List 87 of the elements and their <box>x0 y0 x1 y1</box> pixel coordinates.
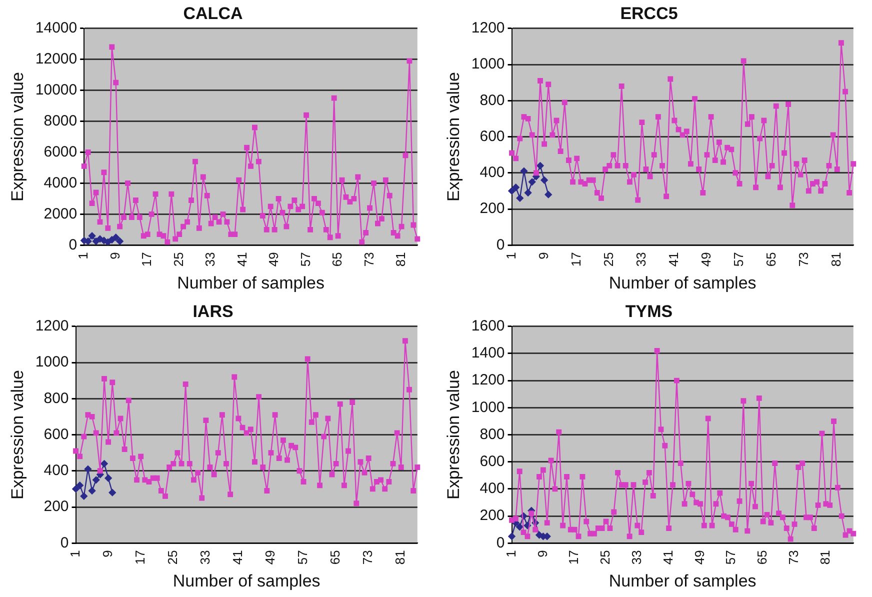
y-tick-label: 12000 <box>35 50 78 68</box>
x-tick-label: 33 <box>633 252 648 267</box>
x-tick-label: 9 <box>534 550 550 558</box>
y-tick-label: 0 <box>68 236 78 254</box>
x-axis-title: Number of samples <box>177 273 324 292</box>
x-tick-label: 41 <box>666 252 682 267</box>
x-tick-label: 81 <box>392 550 408 565</box>
y-tick-label: 200 <box>480 507 505 524</box>
x-tick-label: 33 <box>202 252 218 267</box>
y-axis-title: Expression value <box>8 370 27 500</box>
y-tick-label: 1000 <box>471 398 505 416</box>
x-tick-label: 73 <box>796 252 812 267</box>
x-tick-label: 9 <box>100 550 115 558</box>
x-tick-label: 17 <box>566 550 582 565</box>
y-axis-title: Expression value <box>444 370 463 500</box>
x-tick-label: 65 <box>328 550 343 565</box>
y-tick-label: 400 <box>480 480 505 498</box>
x-tick-label: 73 <box>786 550 802 565</box>
y-tick-label: 1000 <box>35 354 69 371</box>
x-tick-label: 57 <box>295 550 310 565</box>
x-tick-label: 9 <box>536 252 551 260</box>
chart-title: CALCA <box>183 4 243 23</box>
x-tick-label: 17 <box>132 550 148 565</box>
y-tick-label: 1400 <box>471 344 505 362</box>
x-tick-label: 25 <box>600 252 616 267</box>
x-tick-label: 17 <box>568 252 584 267</box>
x-tick-label: 41 <box>660 550 676 565</box>
x-tick-label: 49 <box>698 252 714 267</box>
y-axis-title: Expression value <box>8 72 27 202</box>
x-tick-label: 49 <box>262 550 278 565</box>
y-tick-label: 800 <box>480 92 505 109</box>
y-tick-label: 1600 <box>471 318 505 335</box>
y-tick-label: 10000 <box>35 81 78 98</box>
x-tick-label: 1 <box>76 252 91 260</box>
y-tick-label: 600 <box>480 453 505 470</box>
y-tick-label: 0 <box>496 236 505 254</box>
x-tick-label: 17 <box>139 252 154 267</box>
x-tick-label: 41 <box>230 550 246 565</box>
x-tick-label: 57 <box>298 252 313 267</box>
x-tick-label: 49 <box>266 252 282 267</box>
chart-title: TYMS <box>625 302 673 321</box>
y-tick-label: 200 <box>480 200 505 218</box>
y-tick-label: 800 <box>44 390 69 407</box>
x-tick-label: 41 <box>234 252 250 267</box>
x-tick-label: 33 <box>197 550 212 565</box>
y-tick-label: 14000 <box>35 20 78 37</box>
x-tick-label: 81 <box>817 550 832 565</box>
x-tick-label: 25 <box>170 252 186 267</box>
y-tick-label: 1200 <box>471 372 505 389</box>
y-tick-label: 1200 <box>471 20 505 37</box>
x-tick-label: 49 <box>692 550 707 565</box>
y-axis-title: Expression value <box>444 72 463 202</box>
x-tick-label: 25 <box>164 550 180 565</box>
x-tick-label: 25 <box>598 550 613 565</box>
chart-title: IARS <box>192 302 234 321</box>
y-tick-label: 200 <box>44 498 69 516</box>
x-tick-label: 65 <box>764 252 779 267</box>
y-tick-label: 400 <box>44 462 69 480</box>
chart-title: ERCC5 <box>620 4 678 23</box>
x-tick-label: 73 <box>361 252 376 267</box>
y-tick-label: 0 <box>60 534 69 552</box>
x-tick-label: 81 <box>828 252 844 267</box>
y-tick-label: 2000 <box>44 205 78 222</box>
y-tick-label: 400 <box>480 164 505 182</box>
x-tick-label: 33 <box>629 550 644 565</box>
y-tick-label: 600 <box>44 426 69 443</box>
y-tick-label: 1200 <box>35 318 69 335</box>
y-tick-label: 0 <box>496 534 505 552</box>
x-tick-label: 1 <box>503 550 518 558</box>
y-tick-label: 8000 <box>44 112 78 130</box>
x-axis-title: Number of samples <box>608 273 756 292</box>
x-axis-title: Number of samples <box>172 571 320 590</box>
y-tick-label: 4000 <box>44 174 78 192</box>
x-tick-label: 57 <box>731 252 746 267</box>
x-tick-label: 1 <box>503 252 518 260</box>
y-tick-label: 6000 <box>44 143 78 160</box>
x-tick-label: 81 <box>393 252 408 267</box>
x-tick-label: 65 <box>330 252 345 267</box>
x-axis-title: Number of samples <box>608 571 756 590</box>
x-tick-label: 65 <box>754 550 770 565</box>
y-tick-label: 1000 <box>471 56 505 73</box>
x-tick-label: 9 <box>107 252 122 260</box>
x-tick-label: 57 <box>723 550 738 565</box>
y-tick-label: 600 <box>480 128 505 145</box>
x-tick-label: 1 <box>67 550 82 558</box>
y-tick-label: 800 <box>480 426 505 443</box>
x-tick-label: 73 <box>360 550 376 565</box>
